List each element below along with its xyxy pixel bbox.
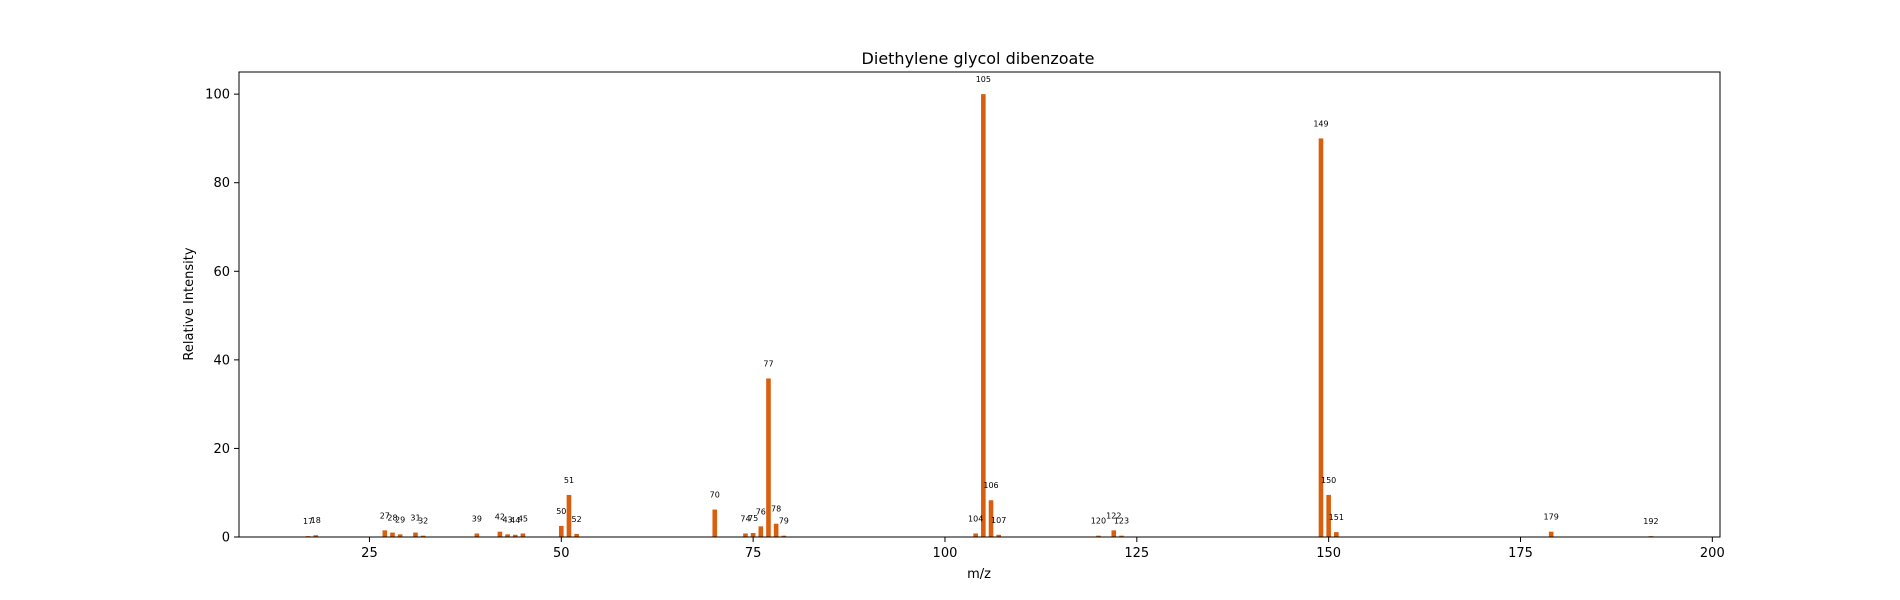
peak-label: 149	[1313, 119, 1328, 128]
peak-bar	[981, 94, 986, 538]
x-tick-label: 175	[1508, 546, 1533, 561]
peak-label: 18	[311, 516, 321, 525]
peak-bar	[512, 534, 518, 537]
peak-bar	[390, 532, 395, 537]
y-tick-label: 80	[213, 176, 230, 191]
peak-bar	[1326, 494, 1331, 537]
peak-label: 31	[410, 514, 420, 523]
peak-bar	[520, 533, 526, 537]
peak-label: 76	[756, 507, 766, 516]
peak-bar	[973, 533, 978, 537]
peak-label: 74	[740, 514, 750, 523]
peak-label: 43	[502, 515, 512, 524]
peak-label: 29	[395, 515, 405, 524]
peak-bar	[1548, 531, 1554, 537]
peak-bar	[574, 533, 579, 537]
peak-label: 79	[779, 517, 789, 526]
x-tick-label: 25	[361, 546, 378, 561]
x-tick-label: 75	[745, 546, 762, 561]
peak-label: 28	[387, 514, 397, 523]
peak-label: 179	[1544, 513, 1559, 522]
peak-bar	[743, 533, 748, 537]
peak-bar	[413, 532, 418, 537]
peak-label: 39	[472, 514, 482, 523]
peak-bar	[382, 530, 388, 537]
peak-label: 77	[763, 359, 773, 368]
peak-label: 78	[771, 505, 781, 514]
peak-label: 104	[968, 514, 983, 523]
peak-bar	[712, 509, 718, 537]
y-tick-label: 60	[213, 265, 230, 280]
peak-bar	[1334, 532, 1339, 537]
peak-bar	[313, 535, 319, 537]
peak-label: 51	[564, 476, 574, 485]
peak-label: 70	[710, 491, 720, 500]
peak-label: 75	[748, 514, 758, 523]
peak-label: 50	[556, 507, 566, 516]
peak-label: 44	[510, 516, 520, 525]
peak-bar	[420, 535, 426, 537]
peak-label: 52	[572, 515, 582, 524]
x-tick-label: 150	[1316, 546, 1341, 561]
chart-title: Diethylene glycol dibenzoate	[862, 49, 1095, 68]
peak-label: 45	[518, 514, 528, 523]
plot-frame	[238, 71, 1721, 538]
peak-bar	[497, 531, 503, 537]
bars-group	[305, 94, 1654, 538]
y-tick-label: 20	[213, 442, 230, 457]
y-tick-label: 100	[205, 88, 230, 103]
peak-bar	[988, 500, 994, 537]
peak-bar	[781, 535, 787, 537]
peak-label: 107	[991, 516, 1006, 525]
peak-bar	[758, 526, 764, 537]
x-tick-label: 200	[1700, 546, 1725, 561]
peak-label: 42	[495, 513, 505, 522]
peak-bar	[1119, 535, 1124, 537]
peak-bar	[750, 533, 756, 537]
y-axis-label: Relative Intensity	[182, 247, 197, 360]
peak-bar	[996, 534, 1001, 537]
peak-bar	[474, 533, 480, 537]
peak-bar	[773, 523, 779, 537]
y-tick-label: 0	[222, 531, 230, 546]
peak-label: 32	[418, 517, 428, 526]
peak-label: 150	[1321, 476, 1336, 485]
peak-label: 123	[1114, 517, 1129, 526]
x-tick-label: 100	[933, 546, 958, 561]
x-axis: 25 50 75 100 125 150 175 200	[361, 537, 1725, 561]
peak-bar	[1096, 535, 1101, 537]
peak-label: 105	[976, 75, 991, 84]
peak-bar	[1318, 138, 1324, 537]
peak-bar	[397, 534, 403, 537]
x-tick-label: 50	[553, 546, 570, 561]
y-tick-label: 40	[213, 353, 230, 368]
peak-label: 151	[1329, 513, 1344, 522]
peak-bar	[766, 378, 771, 537]
peak-label: 120	[1091, 517, 1106, 526]
peak-bar	[505, 534, 510, 537]
peak-label: 106	[983, 481, 998, 490]
peak-bar	[1111, 530, 1117, 537]
peak-label: 192	[1643, 517, 1658, 526]
peak-label: 17	[303, 517, 313, 526]
peak-label: 27	[380, 511, 390, 520]
x-tick-label: 125	[1124, 546, 1149, 561]
peak-bar	[558, 525, 564, 537]
y-axis: 0 20 40 60 80 100	[205, 88, 239, 546]
x-axis-label: m/z	[967, 567, 991, 582]
peak-label: 122	[1106, 511, 1121, 520]
peak-bar	[566, 494, 572, 537]
